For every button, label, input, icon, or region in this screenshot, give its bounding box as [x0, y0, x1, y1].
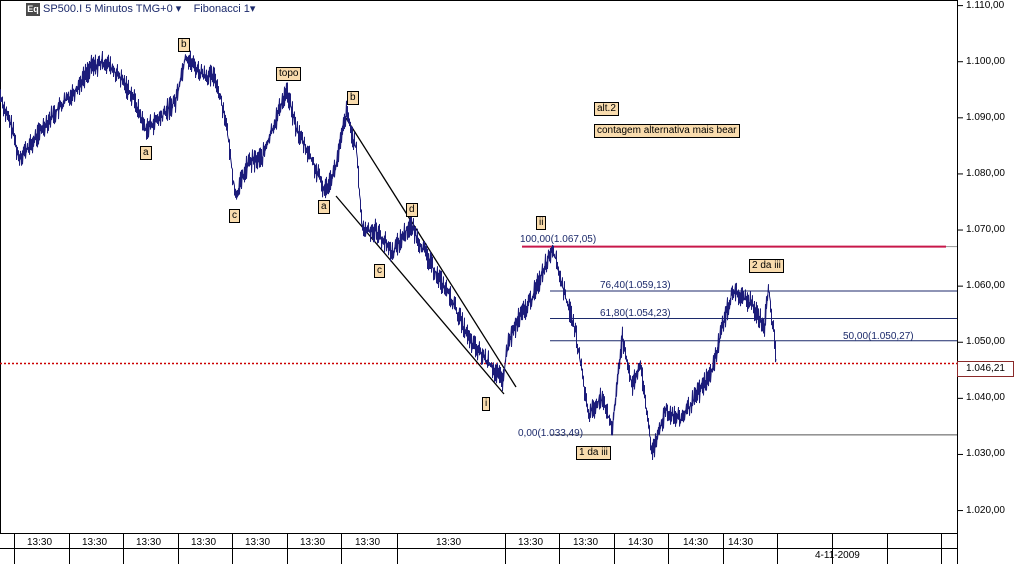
- wave-label-a-1: a: [140, 146, 152, 160]
- y-tick-label: 1.100,00: [966, 55, 1005, 67]
- wave-label-c-2: c: [374, 264, 385, 278]
- fib-label-50: 50,00(1.050,27): [843, 331, 914, 342]
- fibonacci-levels: [522, 245, 957, 436]
- study-dropdown-icon[interactable]: ▾: [249, 3, 256, 15]
- x-tick-label: 13:30: [436, 537, 462, 548]
- wave-label-a-2: a: [318, 200, 330, 214]
- annotation-note: contagem alternativa mais bear: [594, 124, 740, 138]
- y-tick-label: 1.030,00: [966, 448, 1005, 460]
- plot-area: [0, 0, 958, 534]
- fib-label-61: 61,80(1.054,23): [600, 308, 671, 319]
- y-tick-label: 1.110,00: [966, 0, 1005, 11]
- wave-label-topo: topo: [276, 67, 302, 81]
- x-tick-label: 13:30: [245, 537, 271, 548]
- y-tick-label: 1.070,00: [966, 224, 1005, 236]
- fib-label-76: 76,40(1.059,13): [600, 280, 671, 291]
- wave-label-b-2: b: [347, 91, 359, 105]
- symbol-icon[interactable]: Eq: [26, 3, 40, 16]
- study-label[interactable]: Fibonacci 1: [193, 3, 250, 15]
- wave-label-ii: ii: [536, 216, 547, 230]
- wave-label-2-da-iii: 2 da iii: [749, 259, 784, 273]
- wave-label-b-1: b: [178, 38, 190, 52]
- annotation-alt: alt.2: [594, 102, 619, 116]
- price-series-line: [0, 50, 777, 461]
- y-tick-label: 1.060,00: [966, 280, 1005, 292]
- x-tick-label: 14:30: [728, 537, 754, 548]
- fib-label-100: 100,00(1.067,05): [520, 234, 597, 245]
- x-axis-ticks-group: [14, 533, 942, 564]
- current-price-tag: 1.046,21: [957, 361, 1014, 377]
- x-tick-label: 13:30: [300, 537, 326, 548]
- x-tick-label: 13:30: [573, 537, 599, 548]
- chart-header: SP500.I 5 Minutos TMG+0 ▾ Fibonacci 1▾: [43, 2, 255, 15]
- x-axis-date-label: 4-11-2009: [815, 550, 860, 561]
- x-tick-label: 13:30: [27, 537, 53, 548]
- fib-label-0: 0,00(1.033,49): [518, 428, 584, 439]
- x-tick-label: 13:30: [191, 537, 217, 548]
- y-axis-ticks-group: [957, 5, 963, 512]
- y-tick-label: 1.090,00: [966, 111, 1005, 123]
- x-tick-label: 13:30: [136, 537, 162, 548]
- x-tick-label: 14:30: [628, 537, 654, 548]
- symbol-dropdown-icon[interactable]: ▾: [175, 3, 182, 15]
- wave-label-i: i: [482, 397, 491, 411]
- x-tick-label: 13:30: [82, 537, 108, 548]
- wave-label-c-1: c: [229, 209, 240, 223]
- wave-label-1-da-iii: 1 da iii: [576, 446, 611, 460]
- y-tick-label: 1.020,00: [966, 504, 1005, 516]
- y-tick-label: 1.050,00: [966, 336, 1005, 348]
- symbol-label[interactable]: SP500.I 5 Minutos TMG+0: [43, 3, 173, 15]
- x-tick-label: 13:30: [518, 537, 544, 548]
- wave-label-d: d: [406, 203, 418, 217]
- y-tick-label: 1.080,00: [966, 167, 1005, 179]
- y-tick-label: 1.040,00: [966, 392, 1005, 404]
- x-tick-label: 13:30: [355, 537, 381, 548]
- x-tick-label: 14:30: [683, 537, 709, 548]
